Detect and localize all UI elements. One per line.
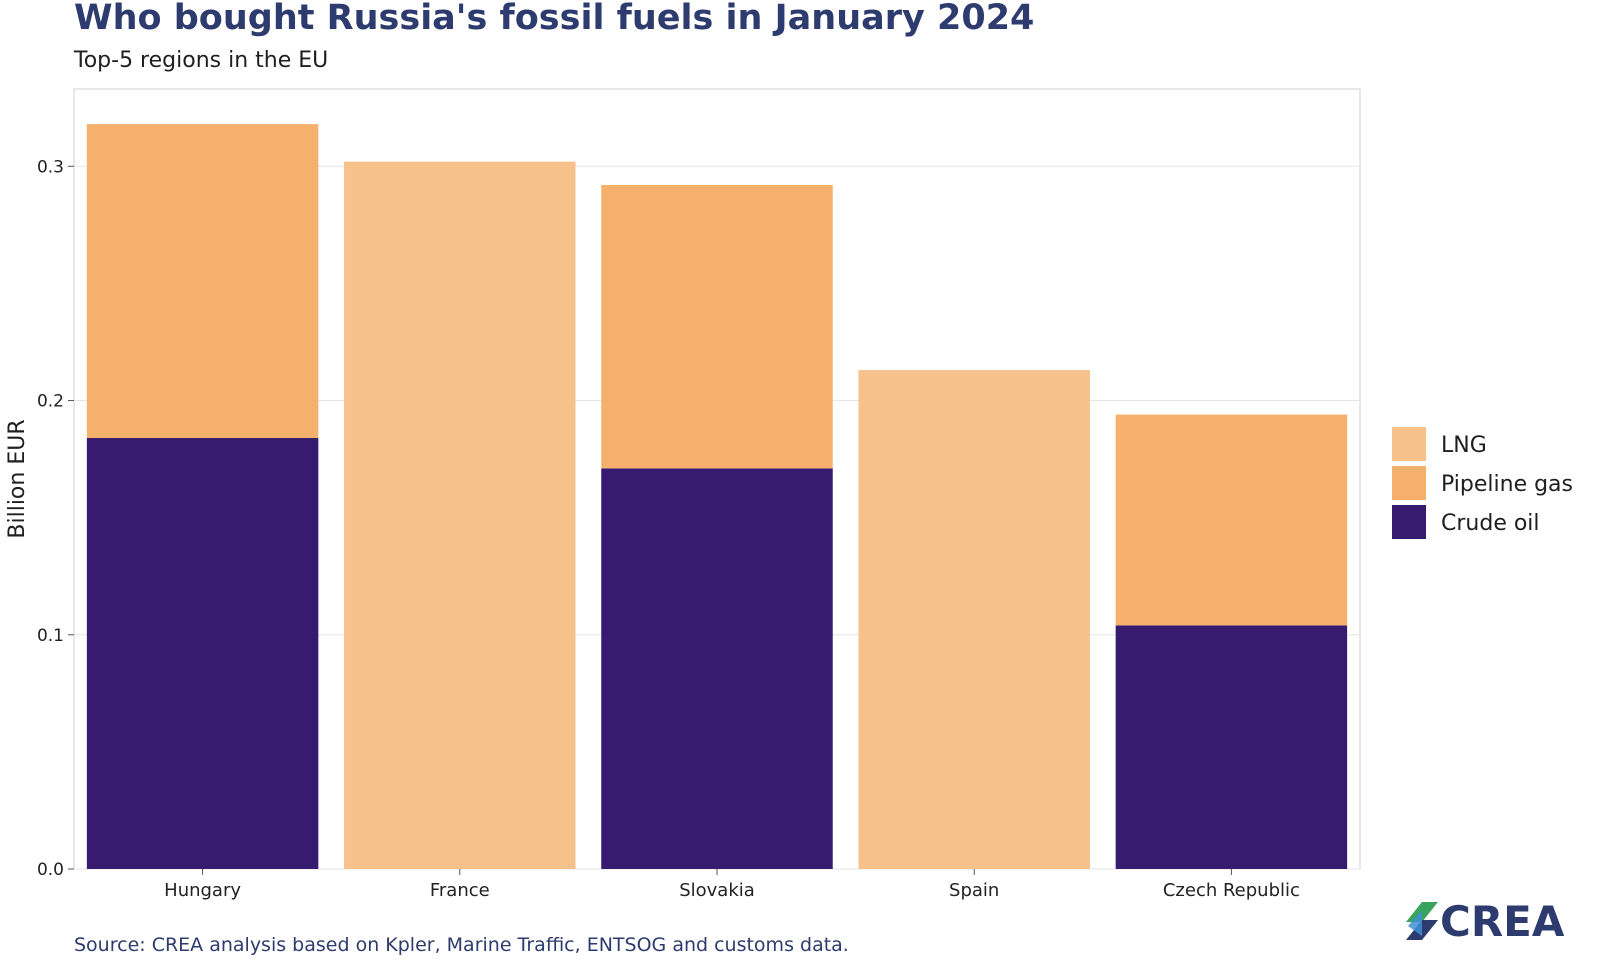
bar-hungary-pipeline-gas — [86, 124, 319, 439]
source-note: Source: CREA analysis based on Kpler, Ma… — [74, 934, 849, 956]
bar-france-lng — [344, 161, 576, 869]
bar-slovakia-pipeline-gas — [601, 185, 833, 469]
legend-label-1: Pipeline gas — [1441, 472, 1573, 497]
legend-swatch-2 — [1392, 505, 1426, 539]
x-tick-label-1: France — [430, 880, 490, 901]
bar-spain-lng — [858, 370, 1090, 869]
legend: LNG Pipeline gas Crude oil — [1392, 427, 1573, 539]
x-tick-label-3: Spain — [949, 880, 999, 901]
x-tick-label-0: Hungary — [164, 880, 241, 901]
x-tick-label-4: Czech Republic — [1163, 880, 1300, 901]
chart-title: Who bought Russia's fossil fuels in Janu… — [74, 0, 1035, 38]
y-axis: 0.0 0.1 0.2 0.3 — [37, 157, 74, 880]
x-axis: Hungary France Slovakia Spain Czech Republic — [164, 869, 1300, 901]
y-tick-label-2: 0.2 — [37, 392, 64, 412]
legend-swatch-0 — [1392, 427, 1426, 461]
bar-czech-republic-crude-oil — [1115, 625, 1348, 869]
y-tick-label-3: 0.3 — [37, 157, 64, 177]
bars — [86, 124, 1348, 869]
legend-swatch-1 — [1392, 466, 1426, 500]
crea-logo-mark — [1406, 902, 1438, 940]
x-tick-label-2: Slovakia — [679, 880, 755, 901]
y-tick-label-1: 0.1 — [37, 626, 64, 646]
bar-hungary-crude-oil — [86, 438, 319, 869]
y-tick-label-0: 0.0 — [37, 860, 64, 880]
legend-label-0: LNG — [1441, 433, 1487, 458]
chart-subtitle: Top-5 regions in the EU — [74, 48, 329, 73]
y-axis-label: Billion EUR — [5, 419, 30, 538]
crea-logo: CREA — [1406, 897, 1565, 944]
bar-slovakia-crude-oil — [601, 468, 833, 869]
bar-czech-republic-pipeline-gas — [1115, 414, 1348, 626]
crea-logo-text: CREA — [1440, 897, 1565, 944]
legend-label-2: Crude oil — [1441, 511, 1540, 536]
